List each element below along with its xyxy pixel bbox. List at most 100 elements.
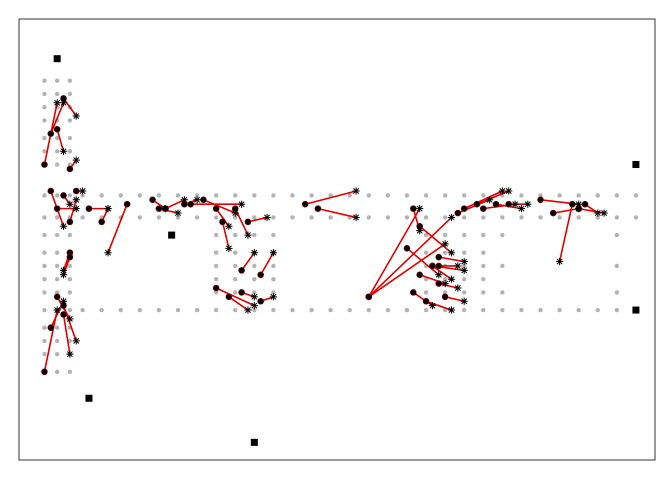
grid-point <box>67 290 73 295</box>
grid-point <box>194 193 200 198</box>
grid-point <box>213 307 219 313</box>
segment-end-marker <box>352 213 360 222</box>
segment-end-marker <box>352 187 360 195</box>
grid-point <box>309 215 314 220</box>
grid-point <box>233 290 238 295</box>
segment-start-point <box>212 205 220 212</box>
grid-point <box>252 232 257 238</box>
grid-point <box>328 215 333 220</box>
grid-point <box>54 325 60 330</box>
segment-start-point <box>53 125 61 133</box>
grid-point <box>442 276 448 282</box>
segment-line <box>164 199 185 210</box>
grid-point <box>252 215 257 220</box>
grid-point <box>442 232 448 238</box>
grid-point <box>576 215 581 220</box>
grid-point <box>175 307 181 313</box>
grid-point <box>385 215 391 220</box>
grid-point <box>54 193 60 198</box>
segment-line <box>368 243 446 298</box>
segment-end-marker <box>250 302 258 310</box>
grid-point <box>252 290 257 295</box>
segment-start-point <box>473 200 481 208</box>
segment-start-point <box>155 205 163 212</box>
segment-line <box>259 252 275 276</box>
segment-line <box>317 207 357 219</box>
grid-point <box>42 276 47 282</box>
grid-point <box>462 193 467 198</box>
segment-end-marker <box>72 112 80 120</box>
grid-point <box>271 290 276 295</box>
grid-point <box>67 338 73 344</box>
segment-line <box>107 203 128 254</box>
segment-line <box>431 265 452 280</box>
grid-point <box>595 215 600 220</box>
segment-start-point <box>569 200 576 208</box>
grid-point <box>500 307 505 313</box>
segment-line <box>368 216 453 298</box>
grid-point <box>557 307 562 313</box>
segment-line <box>221 221 230 249</box>
grid-point <box>271 193 276 198</box>
segment-start-point <box>410 289 417 296</box>
segment-line <box>406 247 440 276</box>
grid-point <box>67 149 73 154</box>
grid-point <box>500 232 505 238</box>
segment-end-marker <box>447 249 456 257</box>
reference-point <box>250 438 258 446</box>
segment-line <box>62 305 77 342</box>
grid-point <box>290 307 295 313</box>
grid-point <box>42 193 47 198</box>
grid-point <box>404 193 410 198</box>
grid-point <box>423 232 429 238</box>
grid-point <box>80 215 85 220</box>
segment-start-point <box>441 293 449 301</box>
grid-point <box>271 307 276 313</box>
grid-point <box>213 250 219 255</box>
grid-point <box>156 307 162 313</box>
segment-start-point <box>66 218 74 226</box>
grid-point <box>67 193 73 198</box>
grid-point <box>42 263 47 269</box>
grid-point <box>67 162 73 167</box>
segment-line <box>215 208 230 227</box>
segment-line <box>463 190 503 210</box>
grid-point <box>67 263 73 269</box>
segment-start-point <box>492 200 500 208</box>
grid-point <box>614 232 620 238</box>
segment-line <box>558 204 574 262</box>
grid-point <box>519 215 524 220</box>
segment-end-marker <box>575 200 583 208</box>
grid-point <box>42 325 47 330</box>
segment-end-marker <box>72 156 80 164</box>
grid-point <box>175 215 181 220</box>
grid-point <box>519 307 524 313</box>
segment-end-marker <box>72 337 80 345</box>
segment-end-marker <box>269 249 277 257</box>
grid-point <box>442 193 448 198</box>
grid-point <box>462 290 467 295</box>
grid-point <box>366 307 371 313</box>
segment-start-point <box>187 200 195 208</box>
segment-start-point <box>47 324 55 332</box>
segment-end-marker <box>447 306 456 314</box>
grid-point <box>54 162 60 167</box>
segment-start-point <box>66 253 74 261</box>
plot-box <box>18 18 656 461</box>
grid-point <box>54 250 60 255</box>
grid-point <box>99 193 104 198</box>
segment-end-marker <box>225 222 233 230</box>
reference-points-layer <box>53 55 640 446</box>
segment-start-point <box>60 311 67 318</box>
grid-point <box>576 307 581 313</box>
grid-point <box>481 276 486 282</box>
grid-point <box>404 307 410 313</box>
grid-point <box>54 149 60 154</box>
grid-point <box>442 215 448 220</box>
grid-point <box>271 276 276 282</box>
grid-point <box>194 215 200 220</box>
grid-points-layer <box>42 78 639 374</box>
grid-point <box>67 232 73 238</box>
segment-end-marker <box>460 297 468 305</box>
segment-end-marker <box>66 200 74 208</box>
